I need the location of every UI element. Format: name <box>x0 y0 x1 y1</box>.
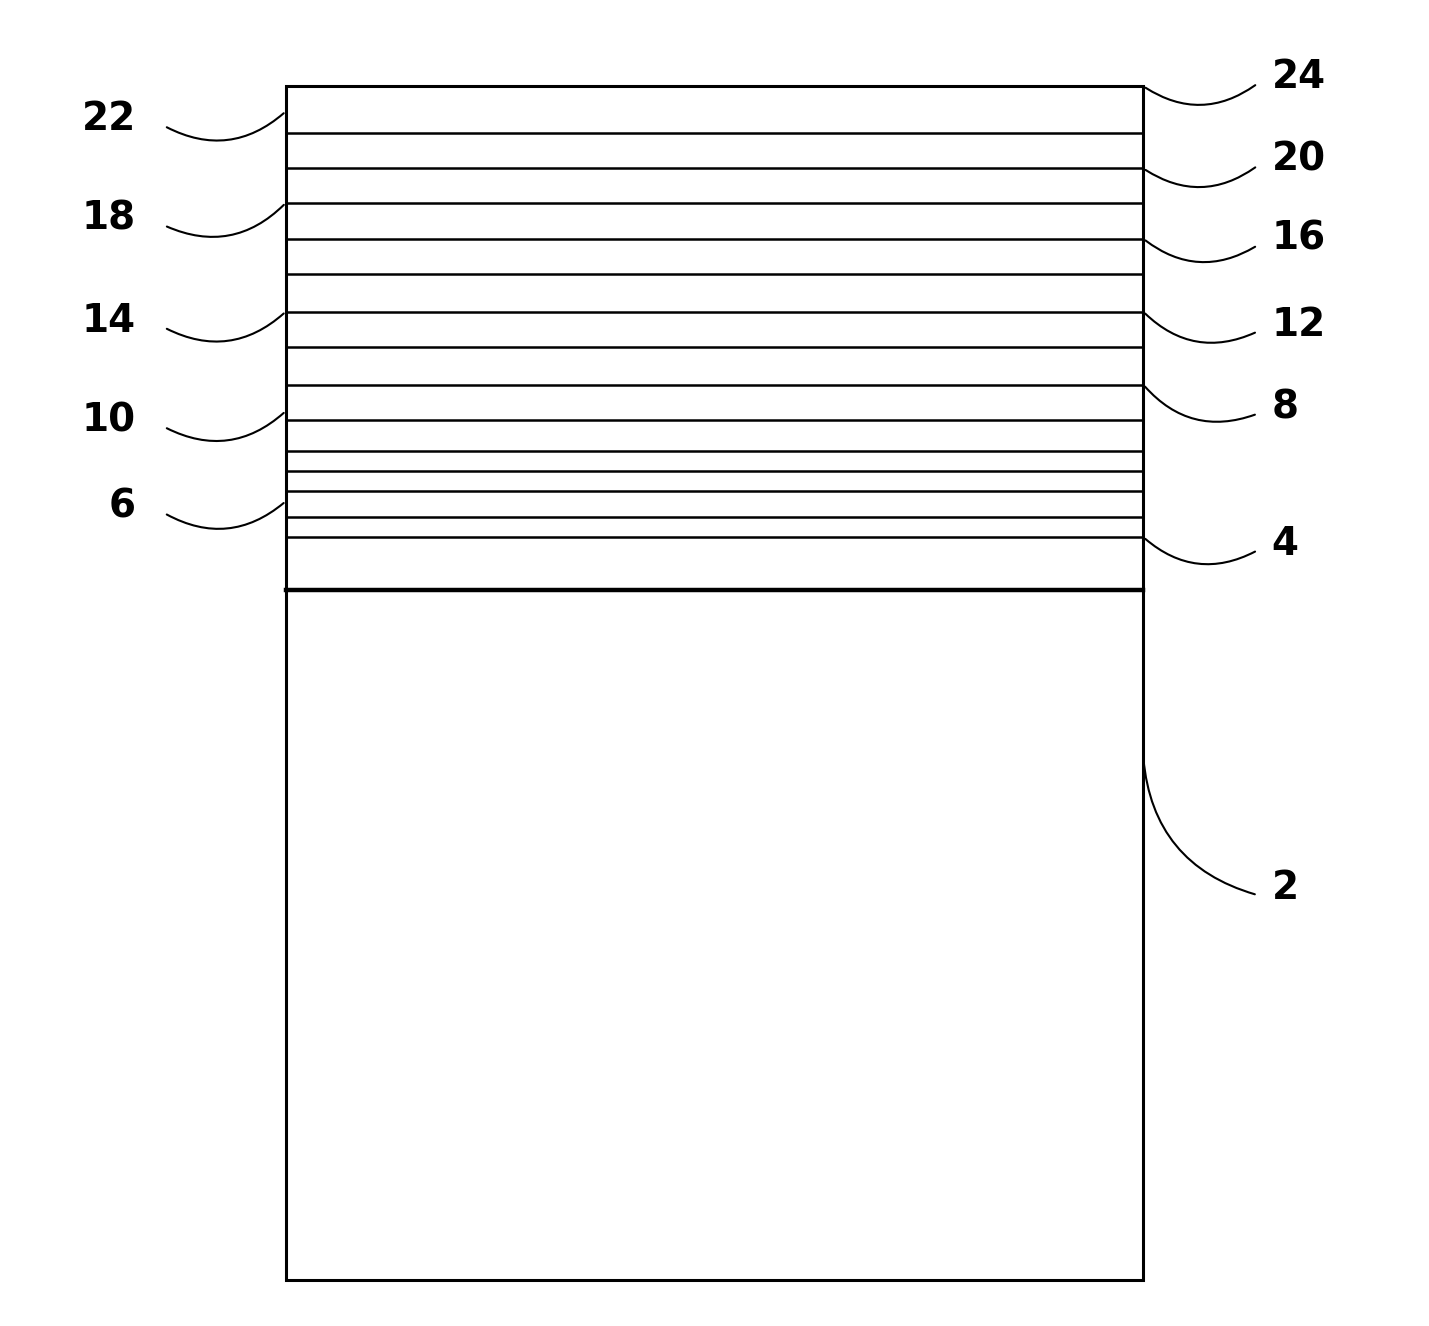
Text: 4: 4 <box>1272 525 1299 562</box>
Text: 24: 24 <box>1272 58 1326 95</box>
Text: 20: 20 <box>1272 141 1326 178</box>
Text: 12: 12 <box>1272 306 1326 343</box>
Text: 8: 8 <box>1272 389 1299 426</box>
Bar <box>286 86 1143 1280</box>
Text: 18: 18 <box>81 200 136 237</box>
Text: 6: 6 <box>109 488 136 525</box>
Text: 2: 2 <box>1272 870 1299 907</box>
Text: 14: 14 <box>81 302 136 339</box>
Text: 22: 22 <box>81 101 136 138</box>
Text: 16: 16 <box>1272 220 1326 257</box>
Text: 10: 10 <box>81 402 136 439</box>
